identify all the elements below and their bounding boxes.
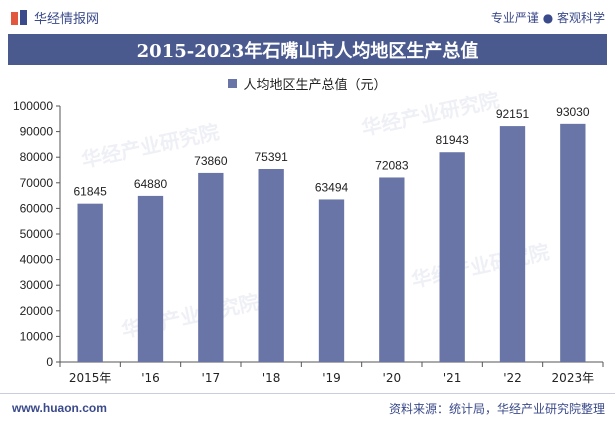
y-tick-label: 50000: [20, 227, 54, 241]
bar: [198, 172, 224, 362]
bar: [137, 195, 164, 362]
top-bar: 华经情报网 专业严谨 ● 客观科学: [0, 0, 615, 34]
x-tick-label: '20: [383, 371, 402, 385]
bar: [439, 152, 465, 362]
x-tick-label: '18: [262, 371, 281, 385]
y-tick-label: 40000: [20, 253, 54, 267]
huajing-logo-icon: [11, 9, 27, 25]
y-tick-label: 20000: [20, 304, 54, 318]
y-tick-label: 0: [46, 355, 53, 369]
y-tick-label: 80000: [20, 150, 54, 164]
bar: [318, 199, 345, 362]
data-label: 75391: [254, 150, 288, 164]
x-tick-label: '22: [503, 371, 522, 385]
footer-source: 资料来源：统计局，华经产业研究院整理: [388, 402, 605, 416]
data-label: 63494: [315, 180, 349, 194]
y-tick-label: 30000: [20, 278, 54, 292]
data-label: 72083: [375, 158, 409, 172]
bar: [379, 177, 405, 362]
legend-label: 人均地区生产总值（元）: [243, 78, 387, 93]
data-label: 92151: [496, 107, 530, 121]
data-label: 73860: [194, 154, 228, 168]
y-tick-label: 70000: [20, 176, 54, 190]
x-tick-label: '21: [443, 371, 462, 385]
y-tick-label: 100000: [13, 99, 53, 113]
y-tick-label: 10000: [20, 329, 54, 343]
y-tick-label: 90000: [20, 125, 54, 139]
footer-url[interactable]: www.huaon.com: [12, 401, 107, 415]
chart-title: 2015-2023年石嘴山市人均地区生产总值: [8, 34, 607, 65]
x-tick-label: 2023年: [552, 371, 595, 385]
brand: 华经情报网: [10, 8, 99, 27]
legend: 人均地区生产总值（元）: [0, 74, 615, 93]
x-tick-label: '19: [322, 371, 341, 385]
data-label: 61845: [73, 185, 107, 199]
bar: [560, 123, 586, 362]
x-tick-label: 2015年: [69, 371, 112, 385]
bar: [499, 126, 526, 362]
bar: [258, 168, 284, 362]
brand-name: 华经情报网: [34, 12, 100, 27]
tagline: 专业严谨 ● 客观科学: [490, 11, 605, 25]
data-label: 93030: [556, 105, 590, 119]
footer-divider: [0, 393, 615, 394]
bar: [77, 203, 103, 362]
legend-swatch: [228, 79, 238, 88]
y-tick-label: 60000: [20, 201, 54, 215]
data-label: 81943: [435, 133, 469, 147]
data-label: 64880: [134, 177, 168, 191]
x-tick-label: '17: [202, 371, 221, 385]
x-tick-label: '16: [141, 371, 160, 385]
